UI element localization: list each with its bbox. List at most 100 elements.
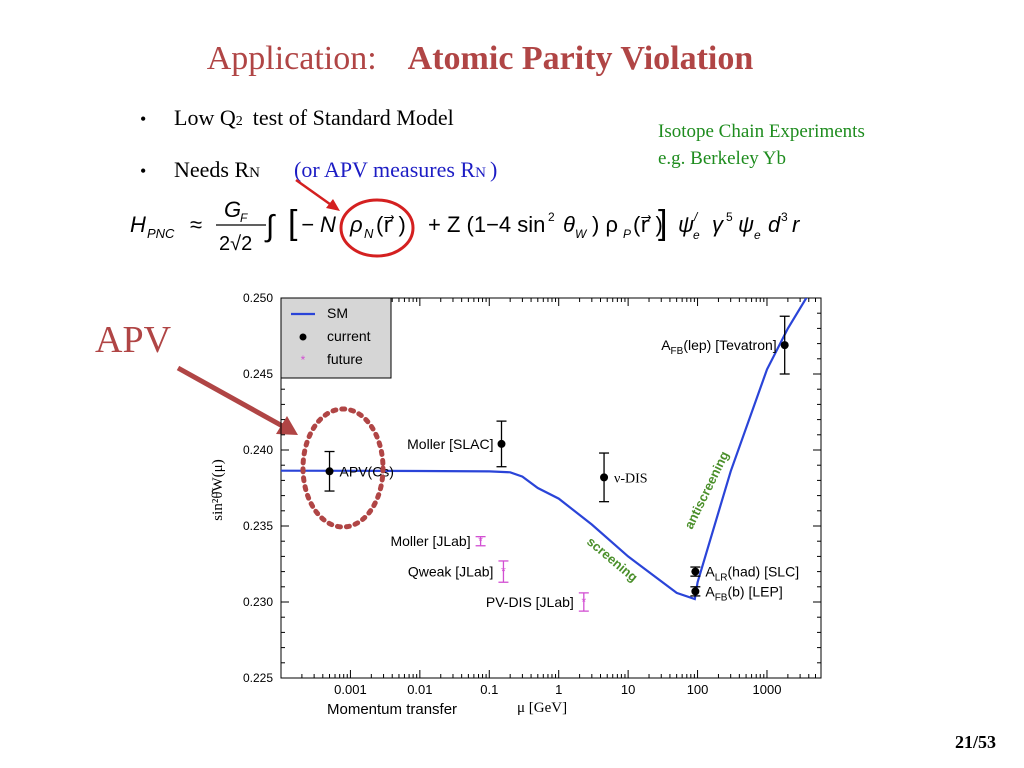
bullet-2-paren: (or APV measures R (294, 157, 476, 182)
bullet-2-text: Needs R (174, 157, 250, 182)
plot-frame (280, 297, 822, 679)
formula-g-sub: F (240, 211, 248, 225)
x-tick-label: 100 (687, 682, 709, 697)
current-point-label: AFB(lep) [Tevatron] (661, 337, 777, 357)
bullet-dot-icon: • (140, 109, 147, 129)
title-bold: Atomic Parity Violation (407, 40, 754, 77)
formula-r: r (792, 212, 801, 237)
formula-sin-sup: 2 (548, 210, 555, 224)
x-tick-label: 0.01 (407, 682, 432, 697)
formula-denominator: 2√2 (219, 233, 252, 255)
formula-rvec-1: (r⃗ ) (376, 212, 406, 237)
bullet-2-close: ) (489, 157, 498, 182)
formula-psi-2-sub: e (754, 228, 761, 242)
y-tick-label: 0.245 (243, 367, 273, 381)
bullet-1-text: Low Q (174, 105, 236, 130)
pnc-hamiltonian-formula: H PNC ≈ G F 2√2 ∫ [ − N ρ N (r⃗ ) + Z (1… (130, 197, 801, 258)
isotope-note: Isotope Chain Experiments e.g. Berkeley … (658, 118, 865, 172)
x-axis-label-extra: Momentum transfer (327, 701, 457, 718)
legend-current-swatch (299, 333, 307, 341)
formula-rho-p-sub: P (623, 227, 631, 241)
formula-approx: ≈ (190, 212, 202, 237)
y-tick-label: 0.250 (243, 291, 273, 305)
formula-d-sup: 3 (781, 210, 788, 224)
isotope-line-2: e.g. Berkeley Yb (658, 148, 787, 169)
x-axis-label: μ [GeV] (517, 700, 567, 716)
legend-future-swatch: * (301, 353, 306, 367)
x-tick-label: 1000 (753, 682, 782, 697)
bullet-2-sub: N (249, 165, 260, 181)
current-point (600, 473, 609, 482)
formula-rvec-2: (r⃗ ) (633, 212, 663, 237)
rho-n-highlight-circle (339, 198, 415, 258)
formula-gamma-sup: 5 (726, 210, 733, 224)
formula-theta: θ (563, 212, 575, 237)
legend-label-future: future (327, 351, 363, 367)
current-point-label: Moller [SLAC] (407, 436, 493, 452)
apv-label: APV (95, 319, 172, 361)
current-point-label: APV(Cs) (340, 463, 394, 479)
formula-bracket-left: [ (288, 204, 298, 242)
y-tick-label: 0.235 (243, 519, 273, 533)
y-tick-label: 0.240 (243, 443, 273, 457)
sm-curve (281, 298, 808, 601)
y-tick-label: 0.230 (243, 595, 273, 609)
current-point-label: ALR(had) [SLC] (705, 564, 799, 584)
future-point: * (478, 534, 483, 548)
current-point (691, 567, 700, 576)
bullet-1-sup: 2 (235, 114, 243, 129)
x-tick-label: 1 (555, 682, 562, 697)
x-tick-label: 0.001 (334, 682, 367, 697)
bullet-1-rest: test of Standard Model (252, 105, 454, 130)
bullet-2-paren-sub: N (475, 165, 486, 181)
future-point-label: Qweak [JLab] (408, 564, 494, 580)
x-tick-label: 10 (621, 682, 635, 697)
title-prefix: Application: (206, 40, 377, 77)
x-tick-label: 0.1 (480, 682, 498, 697)
current-point (780, 341, 789, 350)
current-point-label: AFB(b) [LEP] (705, 583, 782, 603)
apv-highlight-ellipse (300, 406, 386, 530)
formula-rho-n-sub: N (364, 226, 374, 241)
current-point (691, 587, 700, 596)
current-point (497, 439, 506, 448)
future-point-label: PV-DIS [JLab] (486, 594, 574, 610)
current-point (325, 467, 334, 476)
current-point-label: ν-DIS (614, 471, 648, 486)
future-point: * (581, 595, 586, 609)
y-tick-label: 0.225 (243, 671, 273, 685)
page-number: 21/53 (954, 732, 996, 752)
formula-psi-e-sup: / (693, 210, 699, 224)
formula-integral: ∫ (264, 210, 276, 243)
formula-plus-z: + Z (1−4 sin (428, 212, 545, 237)
formula-d: d (768, 212, 781, 237)
formula-theta-sub: W (575, 227, 588, 241)
future-point: * (501, 565, 506, 579)
future-point-label: Moller [JLab] (390, 533, 470, 549)
bullet-dot-icon: • (140, 161, 147, 181)
chart-legend: * SM current future (280, 297, 392, 379)
formula-bracket-right: ] (658, 204, 667, 242)
y-axis-label: sin²θ̂W(μ) (210, 459, 226, 520)
formula-g: G (224, 197, 241, 222)
isotope-line-1: Isotope Chain Experiments (658, 121, 865, 142)
formula-gamma: γ (712, 212, 725, 237)
formula-h-sub: PNC (147, 226, 175, 241)
legend-label-current: current (327, 328, 371, 344)
formula-psi-2: ψ (738, 212, 754, 237)
formula-psi-e-sub: e (693, 228, 700, 242)
legend-label-SM: SM (327, 305, 348, 321)
formula-close: ) ρ (592, 212, 618, 237)
formula-h: H (130, 212, 146, 237)
formula-minus-n: − N (301, 212, 336, 237)
legend-box (280, 297, 392, 379)
formula-rho-n: ρ (349, 212, 363, 237)
formula-psi-e: ψ (678, 212, 694, 237)
rn-pointer-arrow (295, 178, 340, 211)
apv-pointer-arrow (176, 365, 298, 435)
slide-title: Application: Atomic Parity Violation (0, 40, 960, 78)
